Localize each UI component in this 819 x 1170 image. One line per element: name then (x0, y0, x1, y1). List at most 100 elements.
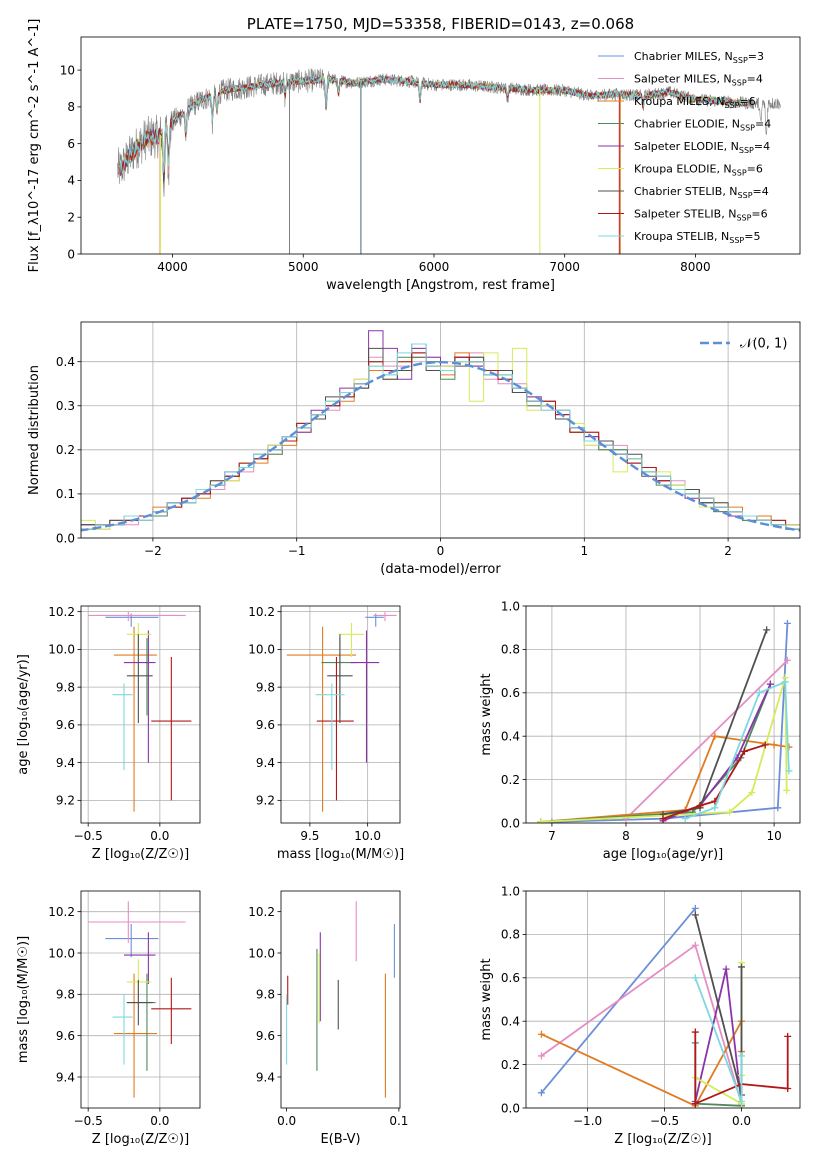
x-tick-label: 0.0 (277, 1114, 296, 1128)
legend-label: Salpeter ELODIE, NSSP=4 (634, 140, 770, 155)
y-tick-label: 0.8 (501, 643, 520, 657)
point-kroupa-stelib (315, 683, 345, 771)
legend-nssp-prefix: , N (709, 95, 724, 108)
y-tick-label: 0.4 (501, 730, 520, 744)
plus-marker (681, 815, 689, 823)
y-tick-label: 4 (67, 174, 75, 188)
legend-nssp-prefix: , N (718, 50, 733, 63)
x-tick-label: 9 (696, 829, 704, 843)
axes: 9.5 10.0 9.2 9.4 9.6 9.8 10.0 10.2 mass [log₁₀(M… (248, 605, 404, 862)
y-axis-label: Flux [f_λ10^-17 erg cm^-2 s^-1 A^-1] (27, 19, 42, 273)
legend-name: Salpeter STELIB (634, 208, 721, 221)
axes-frame (80, 36, 801, 255)
point-kroupa-elodie (338, 622, 365, 657)
plus-marker (781, 678, 789, 686)
error-bars (88, 611, 192, 812)
plot-area (117, 67, 781, 254)
point-chabrier-stelib (327, 634, 353, 723)
point-chabrier-miles (105, 924, 159, 958)
x-tick-label: 5000 (288, 260, 319, 274)
plus-marker (763, 626, 771, 634)
y-tick-label: 0.0 (501, 1101, 520, 1115)
plot-area (537, 904, 792, 1108)
mass-weight-vs-metallicity-panel: −1.0 −0.5 0.0 0.0 0.2 0.4 0.6 0.8 1.0 Z [log₁₀(Z/… (479, 884, 801, 1147)
series-kroupa-stelib (681, 678, 793, 823)
x-tick-label: 2 (724, 544, 732, 558)
x-axis-label: Z [log₁₀(Z/Z☉)] (92, 847, 189, 862)
plus-marker (785, 767, 793, 775)
y-tick-label: 10 (60, 63, 75, 77)
legend-name: Kroupa MILES (634, 95, 709, 108)
axes-frame (80, 890, 201, 1109)
x-axis-label: wavelength [Angstrom, rest frame] (326, 278, 555, 293)
y-tick-label: 0.4 (501, 1015, 520, 1029)
legend-nssp-value: 4 (763, 140, 770, 153)
legend-name: Kroupa STELIB (634, 230, 714, 243)
x-tick-label: 10.0 (354, 829, 381, 843)
mass-vs-ebv-panel: 0.0 0.1 9.4 9.6 9.8 10.0 10.2 E(B-V) (248, 890, 408, 1147)
plot-area (88, 611, 192, 812)
legend-label: Chabrier ELODIE, NSSP=4 (634, 118, 771, 133)
x-tick-label: 4000 (157, 260, 188, 274)
axes: −2 −1 0 1 2 0.0 0.1 0.2 0.3 0.4 (data-model)/error… (27, 321, 801, 577)
point-kroupa-stelib (112, 994, 133, 1065)
plot-area (537, 619, 793, 823)
axes-frame (280, 890, 401, 1109)
legend-name: Chabrier ELODIE (634, 118, 725, 131)
y-tick-label: 0.1 (56, 487, 75, 501)
legend-nssp-prefix: , N (716, 73, 731, 86)
observed-spectrum-line (117, 67, 781, 197)
y-tick-label: 10.2 (48, 605, 75, 619)
mass-weight-vs-age-panel: 7 8 9 10 0.0 0.2 0.4 0.6 0.8 1.0 age [log₁₀(age/yr… (479, 599, 801, 862)
y-tick-label: 9.6 (256, 718, 275, 732)
plot-area (88, 901, 192, 1098)
x-axis-label: age [log₁₀(age/yr)] (603, 847, 724, 862)
series-line (625, 659, 789, 820)
x-tick-label: 0.1 (389, 1114, 408, 1128)
axes: −0.5 0.0 9.2 9.4 9.6 9.8 10.0 10.2 Z [log₁₀(Z/Z☉… (16, 605, 201, 862)
histogram-kroupa-stelib (81, 343, 800, 530)
grid-lines (81, 891, 200, 1108)
x-tick-label: −1.0 (573, 1114, 602, 1128)
y-tick-label: 9.6 (56, 718, 75, 732)
legend-nssp-subscript: SSP (732, 169, 747, 178)
grid-lines (526, 890, 800, 1109)
legend-nssp-eq: = (754, 140, 763, 153)
plus-marker (726, 808, 734, 816)
plus-marker (711, 804, 719, 812)
residuals-panel: −2 −1 0 1 2 0.0 0.1 0.2 0.3 0.4 (data-model)/error… (27, 321, 801, 577)
plus-marker (537, 1052, 545, 1060)
legend-nssp-value: 3 (757, 50, 764, 63)
y-tick-label: 9.4 (56, 1070, 75, 1084)
legend-label: Salpeter MILES, NSSP=4 (634, 73, 763, 88)
grid-lines (281, 606, 400, 823)
legend-nssp-prefix: , N (722, 185, 737, 198)
y-tick-label: 0.0 (501, 816, 520, 830)
point-chabrier-stelib (126, 979, 153, 1026)
axes: 0.0 0.1 9.4 9.6 9.8 10.0 10.2 E(B-V) (248, 890, 408, 1147)
y-tick-label: 1.0 (501, 599, 520, 613)
axes-frame (525, 605, 801, 824)
legend-nssp-value: 6 (761, 208, 768, 221)
legend-nssp-value: 6 (756, 163, 763, 176)
y-tick-label: 0.2 (501, 773, 520, 787)
plus-marker (696, 802, 704, 810)
error-bars (286, 611, 397, 812)
x-tick-label: −0.5 (74, 1114, 103, 1128)
x-tick-label: 0 (437, 544, 445, 558)
point-salpeter-miles (88, 611, 186, 622)
point-chabrier-stelib (126, 634, 153, 723)
model-line-kroupa-stelib (118, 74, 748, 178)
point-salpeter-miles (373, 611, 397, 622)
point-salpeter-elodie (124, 932, 156, 984)
y-tick-label: 10.2 (248, 905, 275, 919)
x-tick-label: −0.5 (74, 829, 103, 843)
legend-name: Chabrier STELIB (634, 185, 722, 198)
legend-nssp-subscript: SSP (736, 214, 751, 223)
legend-nssp-eq: = (747, 73, 756, 86)
y-tick-label: 1.0 (501, 884, 520, 898)
point-salpeter-miles (88, 901, 186, 943)
